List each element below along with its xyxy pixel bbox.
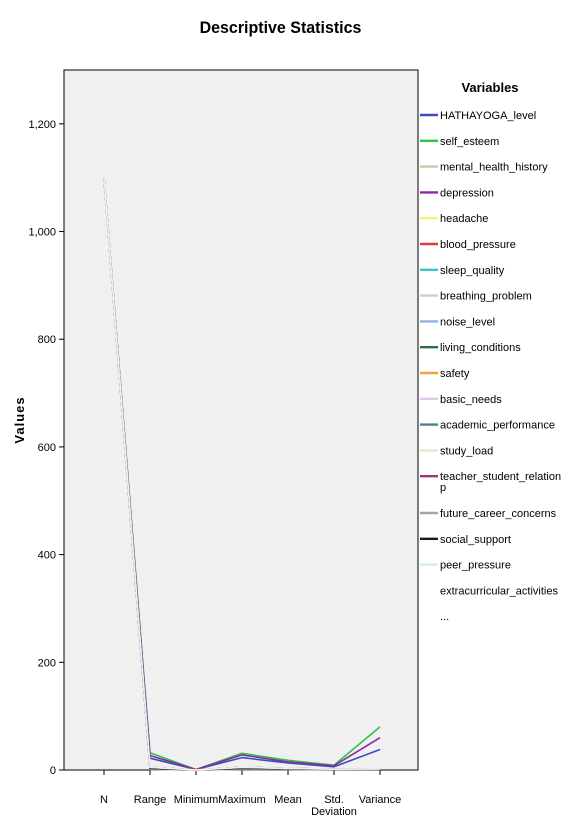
y-tick-label: 0 [50,765,56,777]
legend-label: teacher_student_relationshi [440,471,561,483]
legend-label: self_esteem [440,136,499,148]
legend-label: noise_level [440,316,495,328]
y-axis: 0 200 400 600 800 1,000 1,200 [28,119,64,777]
legend-label: breathing_problem [440,291,532,303]
legend-label: mental_health_history [440,162,548,174]
legend-item: noise_level [420,316,495,328]
legend-label: future_career_concerns [440,508,557,520]
legend-label: sleep_quality [440,265,505,277]
legend-label: headache [440,213,488,225]
legend-item: HATHAYOGA_level [420,110,536,122]
legend-label: social_support [440,534,511,546]
series-lines [103,177,381,771]
y-tick-label: 800 [38,334,56,346]
legend-item: future_career_concerns [420,508,557,520]
x-tick-label: Minimum [174,794,219,806]
x-tick-label: Range [134,794,166,806]
legend-item: safety [420,368,470,380]
x-tick-label: Mean [274,794,302,806]
legend-item: self_esteem [420,136,499,148]
legend-item: extracurricular_activities [440,585,558,597]
y-tick-label: 600 [38,442,56,454]
legend-item: depression [420,187,494,199]
legend-item: teacher_student_relationship [420,471,561,494]
legend-label: p [440,482,446,494]
y-axis-label: Values [12,396,27,443]
y-tick-label: 1,000 [28,227,56,239]
legend-item: mental_health_history [420,162,548,174]
series-line-extracurricular-activities [103,177,381,771]
legend-item: blood_pressure [420,239,516,251]
x-axis: N Range Minimum Maximum Mean Std.DeviationVar… [100,770,401,818]
legend-label: basic_needs [440,394,502,406]
chart-title: Descriptive Statistics [199,19,362,38]
legend-label: safety [440,368,470,380]
legend-item: sleep_quality [420,265,505,277]
legend-item: ... [440,611,449,623]
x-tick-label: Maximum [218,794,266,806]
x-tick-label: Variance [359,794,402,806]
legend-item: academic_performance [420,420,555,432]
series-line-depression [103,177,381,771]
legend: Variables HATHAYOGA_level self_esteemmenta… [420,80,561,623]
legend-item: living_conditions [420,342,521,354]
legend-item: breathing_problem [420,291,532,303]
x-tick-label: Std. [324,794,344,806]
legend-label: depression [440,187,494,199]
legend-label: blood_pressure [440,239,516,251]
legend-item: study_load [420,445,493,457]
legend-item: basic_needs [420,394,502,406]
legend-item: social_support [420,534,511,546]
legend-item: headache [420,213,488,225]
legend-label: ... [440,611,449,623]
plot-area [63,69,419,771]
legend-title: Variables [461,80,518,95]
legend-label: study_load [440,445,493,457]
x-tick-label: N [100,794,108,806]
legend-item: peer_pressure [420,560,511,572]
legend-label: living_conditions [440,342,521,354]
y-tick-label: 200 [38,657,56,669]
legend-label: peer_pressure [440,560,511,572]
x-tick-label: Deviation [311,806,357,818]
legend-label: extracurricular_activities [440,585,558,597]
y-tick-label: 400 [38,550,56,562]
y-tick-label: 1,200 [28,119,56,131]
legend-label: HATHAYOGA_level [440,110,536,122]
legend-label: academic_performance [440,420,555,432]
